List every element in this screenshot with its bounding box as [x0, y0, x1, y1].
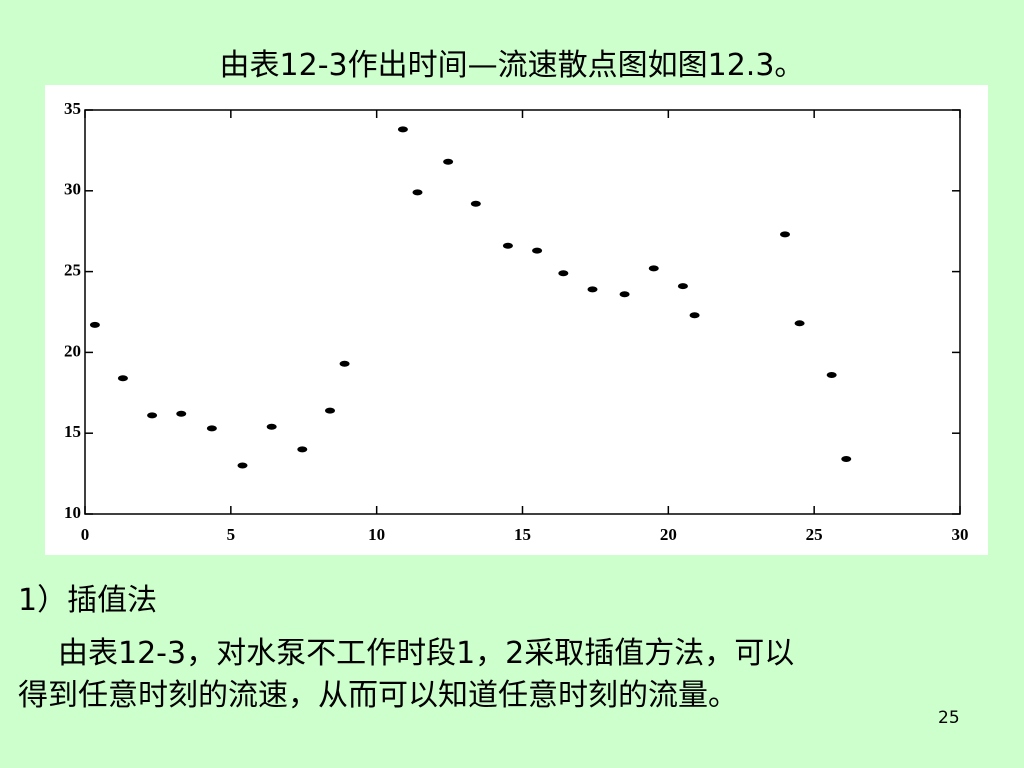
paragraph-line: 得到任意时刻的流速，从而可以知道任意时刻的流量。 [18, 678, 738, 713]
point [677, 283, 688, 290]
point [648, 265, 659, 272]
point [619, 291, 630, 298]
y-tick-label: 20 [64, 341, 81, 360]
point [841, 456, 852, 463]
point [558, 270, 569, 277]
x-tick-label: 25 [806, 525, 823, 544]
point [206, 425, 217, 432]
point [89, 321, 100, 328]
x-tick-label: 20 [660, 525, 677, 544]
point [117, 375, 128, 382]
y-tick-label: 35 [64, 99, 81, 118]
chart: 10 15 20 25 30 35 0 5 10 15 20 25 30 [45, 85, 988, 555]
point [147, 412, 158, 419]
point [587, 286, 598, 293]
x-tick-label: 15 [514, 525, 531, 544]
point [297, 446, 308, 453]
point [443, 158, 454, 165]
point [266, 423, 277, 430]
point [397, 126, 408, 133]
section-heading: 1）插值法 [18, 583, 158, 618]
slide-title: 由表12-3作出时间—流速散点图如图12.3。 [219, 48, 805, 83]
point [470, 200, 481, 207]
point [237, 462, 248, 469]
point [689, 312, 700, 319]
point [339, 360, 350, 367]
point [412, 189, 423, 196]
paragraph-line: 由表12-3，对水泵不工作时段1，2采取插值方法，可以 [58, 636, 795, 671]
x-tick-label: 5 [227, 525, 236, 544]
point [780, 231, 790, 238]
point [532, 247, 543, 254]
point [502, 242, 513, 249]
x-tick-label: 0 [81, 525, 90, 544]
y-tick-label: 10 [64, 503, 81, 522]
y-tick-label: 25 [64, 261, 81, 280]
x-tick-label: 30 [952, 525, 969, 544]
x-tick-label: 10 [368, 525, 385, 544]
page-number: 25 [938, 708, 960, 728]
point [794, 320, 805, 327]
y-tick-label: 15 [64, 422, 81, 441]
plot-frame [84, 109, 961, 515]
y-tick-label: 30 [64, 180, 81, 199]
point [826, 372, 837, 379]
point [325, 407, 335, 414]
point [176, 410, 187, 417]
